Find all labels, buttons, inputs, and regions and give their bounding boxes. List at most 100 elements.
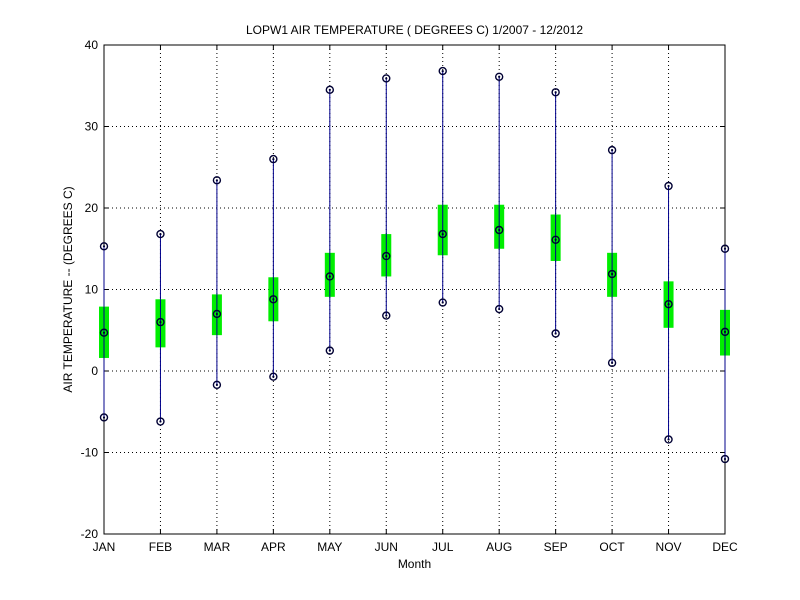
median-marker-dot xyxy=(215,312,219,316)
median-marker xyxy=(664,299,673,309)
max-marker xyxy=(382,74,391,83)
y-tick-label: 0 xyxy=(91,364,98,378)
max-marker-dot xyxy=(159,232,162,236)
median-marker-dot xyxy=(498,228,501,232)
min-marker xyxy=(720,454,730,464)
max-marker xyxy=(607,145,617,155)
max-marker-ring xyxy=(607,145,617,155)
min-marker-dot xyxy=(441,301,444,304)
median-marker-ring xyxy=(664,299,673,309)
min-marker-dot xyxy=(498,307,501,311)
min-marker-ring xyxy=(607,358,617,368)
median-marker-ring xyxy=(551,235,560,244)
max-marker-dot xyxy=(498,75,501,78)
median-marker-ring xyxy=(438,229,447,239)
x-tick-label: MAR xyxy=(204,540,231,554)
y-tick-label: 30 xyxy=(85,120,99,134)
min-marker-ring xyxy=(494,304,504,314)
max-marker xyxy=(269,154,278,164)
median-marker xyxy=(438,229,447,239)
month-box-oct xyxy=(607,145,618,368)
x-tick-label: NOV xyxy=(656,540,682,554)
month-box-mar xyxy=(211,176,222,390)
median-marker xyxy=(212,309,222,319)
median-marker-ring xyxy=(212,309,222,319)
min-marker xyxy=(438,298,447,307)
median-marker xyxy=(382,251,391,261)
min-marker xyxy=(494,304,504,314)
median-marker-ring xyxy=(720,327,730,337)
x-tick-label: SEP xyxy=(544,540,568,554)
y-tick-label: 10 xyxy=(85,283,99,297)
median-marker-dot xyxy=(272,298,275,301)
x-tick-label: APR xyxy=(261,540,286,554)
min-marker-dot xyxy=(215,383,219,386)
month-box-aug xyxy=(494,72,505,314)
max-marker-ring xyxy=(720,244,730,253)
min-marker xyxy=(99,413,109,422)
max-marker-dot xyxy=(385,77,388,80)
min-marker xyxy=(269,372,278,381)
median-marker-dot xyxy=(102,331,106,334)
median-marker xyxy=(494,225,504,235)
tick-labels: -20 -10 0 10 20 30 40 JAN FEB MAR APR MAY JUN JUL AUG S… xyxy=(81,38,738,554)
min-marker-ring xyxy=(382,311,391,320)
min-marker xyxy=(156,417,165,426)
max-marker xyxy=(99,242,109,251)
median-marker-dot xyxy=(610,272,614,276)
median-marker-dot xyxy=(328,275,331,278)
x-tick-label: JAN xyxy=(93,540,116,554)
min-marker xyxy=(382,311,391,320)
median-marker-dot xyxy=(385,254,388,258)
min-marker-ring xyxy=(269,372,278,381)
min-marker-ring xyxy=(551,329,560,338)
median-marker xyxy=(720,327,730,337)
y-tick-label: 20 xyxy=(85,201,99,215)
median-marker-ring xyxy=(99,328,109,337)
max-marker-dot xyxy=(328,88,331,91)
x-tick-label: FEB xyxy=(149,540,172,554)
median-marker xyxy=(551,235,560,244)
x-tick-label: JUL xyxy=(432,540,454,554)
min-marker-ring xyxy=(325,346,335,355)
max-marker xyxy=(720,244,730,253)
median-marker-dot xyxy=(441,232,444,236)
max-marker-dot xyxy=(667,184,670,188)
max-marker-ring xyxy=(325,85,335,95)
median-marker xyxy=(269,295,278,304)
min-marker-dot xyxy=(159,420,162,423)
min-marker-dot xyxy=(667,438,670,441)
max-marker-ring xyxy=(382,74,391,83)
max-marker-dot xyxy=(272,158,275,161)
x-axis-label: Month xyxy=(398,557,431,571)
min-marker xyxy=(664,435,673,444)
median-marker xyxy=(607,269,617,279)
min-marker-dot xyxy=(328,349,331,352)
month-box-jul xyxy=(437,66,448,307)
max-marker xyxy=(438,66,447,76)
median-marker-dot xyxy=(159,321,162,324)
data-series xyxy=(99,66,730,464)
median-marker xyxy=(99,328,109,337)
y-tick-label: -20 xyxy=(81,527,99,541)
max-marker-dot xyxy=(441,69,444,73)
median-marker-ring xyxy=(156,317,165,327)
min-marker-ring xyxy=(664,435,673,444)
max-marker-dot xyxy=(102,245,106,248)
median-marker xyxy=(325,272,335,281)
x-tick-label: AUG xyxy=(486,540,512,554)
month-box-jun xyxy=(381,74,392,320)
min-marker-ring xyxy=(212,380,222,390)
x-tick-label: JUN xyxy=(375,540,398,554)
month-box-nov xyxy=(663,181,674,444)
min-marker-dot xyxy=(723,457,727,461)
median-marker-ring xyxy=(325,272,335,281)
y-axis-label: AIR TEMPERATURE -- (DEGREES C) xyxy=(61,186,75,392)
max-marker xyxy=(156,229,165,239)
min-marker xyxy=(607,358,617,368)
max-marker-ring xyxy=(438,66,447,76)
max-marker-ring xyxy=(494,72,504,81)
x-tick-label: DEC xyxy=(712,540,738,554)
